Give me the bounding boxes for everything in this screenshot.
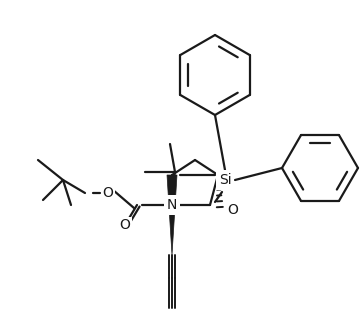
Polygon shape bbox=[167, 175, 177, 255]
Text: Si: Si bbox=[219, 173, 231, 187]
Text: O: O bbox=[103, 186, 113, 200]
Text: N: N bbox=[167, 198, 177, 212]
Text: O: O bbox=[120, 218, 130, 232]
Text: O: O bbox=[228, 203, 238, 217]
